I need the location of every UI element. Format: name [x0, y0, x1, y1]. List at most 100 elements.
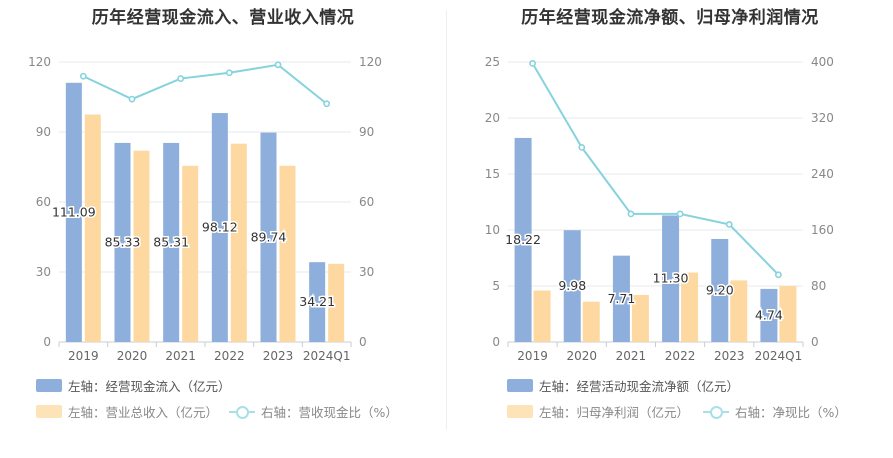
right-chart-title: 历年经营现金流净额、归母净利润情况	[521, 8, 819, 28]
right-axis-tick-label: 160	[811, 223, 834, 237]
right-axis-tick-label: 60	[359, 195, 374, 209]
bar-data-label: 11.30	[653, 271, 689, 286]
legend-swatch-net-profit	[507, 405, 533, 418]
bar-secondary	[681, 272, 699, 342]
bar-primary	[163, 142, 180, 342]
bar-secondary	[582, 301, 600, 342]
bar-data-label: 4.74	[755, 307, 783, 322]
bar-primary	[760, 288, 778, 342]
bar-primary	[211, 113, 228, 342]
bar-data-label: 85.31	[153, 234, 189, 249]
ratio-line-point	[177, 75, 185, 82]
ratio-line-point	[529, 60, 536, 67]
legend-item-cash-ratio[interactable]: 右轴：营收现金比（%）	[229, 402, 398, 421]
bar-primary	[309, 262, 326, 342]
left-axis-tick-label: 0	[43, 335, 51, 349]
left-axis-tick-label: 20	[485, 111, 500, 125]
bar-secondary	[279, 165, 296, 342]
right-axis-tick-label: 90	[359, 125, 374, 139]
right-axis-tick-label: 30	[359, 265, 374, 279]
left-chart-legend: 左轴：经营现金流入（亿元） 左轴：营业总收入（亿元） 右轴：营收现金比（%）	[36, 376, 436, 426]
bar-data-label: 9.20	[706, 282, 734, 297]
left-chart-plot: 0 30 60 90 120 0 30 60 90 120 2019 2020 2021 2022 2023…	[28, 55, 382, 363]
ratio-line-point	[323, 100, 331, 108]
bar-data-label: 18.22	[505, 232, 541, 247]
right-chart-panel: 历年经营现金流净额、归母净利润情况 0 5 10 15 20 25 0 80 160 240 320…	[447, 0, 893, 458]
legend-label-net-cash-ratio: 右轴：净现比（%）	[735, 405, 847, 420]
bar-data-label: 9.98	[558, 278, 586, 293]
legend-item-cash-inflow[interactable]: 左轴：经营现金流入（亿元）	[36, 376, 231, 395]
bar-primary	[114, 142, 131, 342]
left-axis-tick-label: 10	[485, 223, 500, 237]
bar-primary	[563, 230, 581, 342]
ratio-line	[531, 62, 780, 276]
legend-item-net-cash-ratio[interactable]: 右轴：净现比（%）	[703, 402, 847, 421]
x-axis-tick-label: 2021	[165, 349, 196, 363]
legend-label-net-profit: 左轴：归母净利润（亿元）	[539, 405, 690, 420]
x-axis-tick-label: 2020	[566, 349, 597, 363]
x-axis-tick-label: 2024Q1	[303, 349, 351, 363]
legend-label-net-cash-flow: 左轴：经营活动现金流净额（亿元）	[539, 379, 740, 394]
bar-primary	[65, 82, 82, 342]
bar-data-label: 98.12	[202, 220, 238, 235]
bar-secondary	[631, 294, 649, 342]
bar-secondary	[230, 143, 247, 342]
legend-swatch-cash-ratio	[229, 405, 255, 419]
bar-secondary	[133, 150, 150, 342]
legend-swatch-revenue	[36, 405, 62, 418]
panel-divider	[446, 10, 447, 430]
left-axis-tick-label: 25	[485, 55, 500, 69]
legend-label-cash-ratio: 右轴：营收现金比（%）	[261, 405, 398, 420]
ratio-line	[82, 63, 328, 105]
bar-primary	[711, 238, 729, 342]
ratio-line-point	[627, 210, 635, 218]
right-chart-plot: 0 5 10 15 20 25 0 80 160 240 320 400 2019 2020 2021 202…	[485, 55, 834, 363]
right-axis-tick-label: 320	[811, 111, 834, 125]
bar-secondary	[328, 263, 345, 342]
ratio-line-point	[775, 271, 782, 279]
x-axis-tick-label: 2022	[214, 349, 245, 363]
legend-swatch-net-cash-ratio	[703, 405, 729, 419]
bar-secondary	[182, 165, 199, 342]
left-axis-tick-label: 120	[28, 55, 51, 69]
left-axis-tick-label: 15	[485, 167, 500, 181]
bar-data-label: 85.33	[105, 234, 141, 249]
ratio-line-point	[578, 143, 586, 151]
bar-data-label: 34.21	[299, 294, 335, 309]
ratio-line-point	[274, 61, 282, 69]
ratio-line-point	[676, 210, 684, 218]
x-axis-tick-label: 2021	[616, 349, 647, 363]
left-axis-tick-label: 0	[492, 335, 500, 349]
right-axis-tick-label: 0	[811, 335, 819, 349]
ratio-line-point	[79, 72, 87, 80]
bar-primary	[514, 137, 532, 342]
right-axis-tick-label: 0	[359, 335, 367, 349]
legend-item-net-cash-flow[interactable]: 左轴：经营活动现金流净额（亿元）	[507, 376, 739, 395]
left-axis-tick-label: 90	[36, 125, 51, 139]
legend-item-net-profit[interactable]: 左轴：归母净利润（亿元）	[507, 402, 689, 421]
bar-secondary	[730, 280, 748, 342]
bar-secondary	[84, 114, 101, 342]
right-axis-tick-label: 80	[811, 279, 826, 293]
bar-primary	[662, 215, 680, 342]
legend-label-revenue: 左轴：营业总收入（亿元）	[68, 405, 219, 420]
x-axis-tick-label: 2023	[263, 349, 294, 363]
ratio-line-point	[128, 95, 136, 103]
bar-secondary	[533, 290, 551, 342]
x-axis-tick-label: 2020	[117, 349, 148, 363]
bar-data-label: 89.74	[251, 229, 287, 244]
legend-label-cash-inflow: 左轴：经营现金流入（亿元）	[68, 379, 231, 394]
legend-item-revenue[interactable]: 左轴：营业总收入（亿元）	[36, 402, 218, 421]
right-axis-tick-label: 240	[811, 167, 834, 181]
x-axis-tick-label: 2024Q1	[755, 349, 803, 363]
right-axis-tick-label: 400	[811, 55, 834, 69]
x-axis-tick-label: 2023	[714, 349, 745, 363]
left-axis-tick-label: 5	[492, 279, 500, 293]
x-axis-tick-label: 2019	[517, 349, 548, 363]
bar-primary	[260, 132, 277, 342]
x-axis-tick-label: 2022	[665, 349, 696, 363]
bar-data-label: 111.09	[52, 204, 96, 219]
left-axis-tick-label: 30	[36, 265, 51, 279]
ratio-line-point	[225, 69, 233, 77]
x-axis-tick-label: 2019	[68, 349, 99, 363]
